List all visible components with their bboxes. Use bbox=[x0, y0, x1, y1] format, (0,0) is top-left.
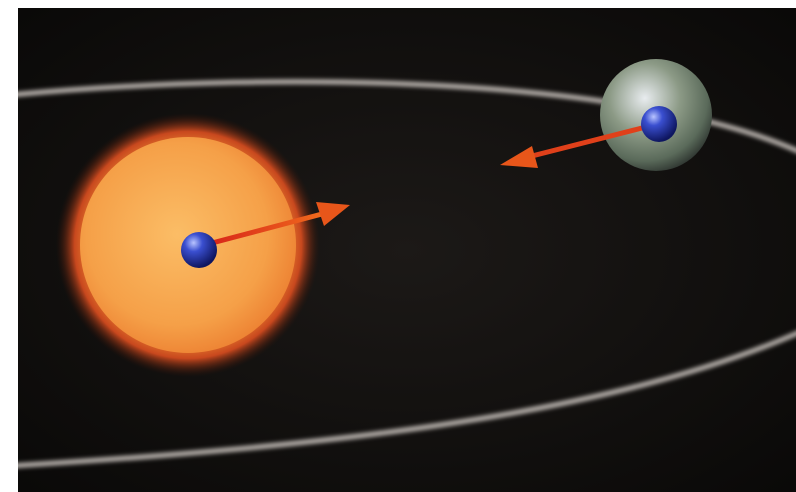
orbit-top bbox=[18, 79, 796, 154]
scene bbox=[18, 8, 796, 492]
sun-mass-point bbox=[181, 232, 217, 268]
earth-force-arrow bbox=[500, 125, 643, 168]
orbit-bottom bbox=[18, 330, 796, 468]
earth-mass-point bbox=[641, 106, 677, 142]
sun-force-arrow bbox=[211, 202, 350, 246]
